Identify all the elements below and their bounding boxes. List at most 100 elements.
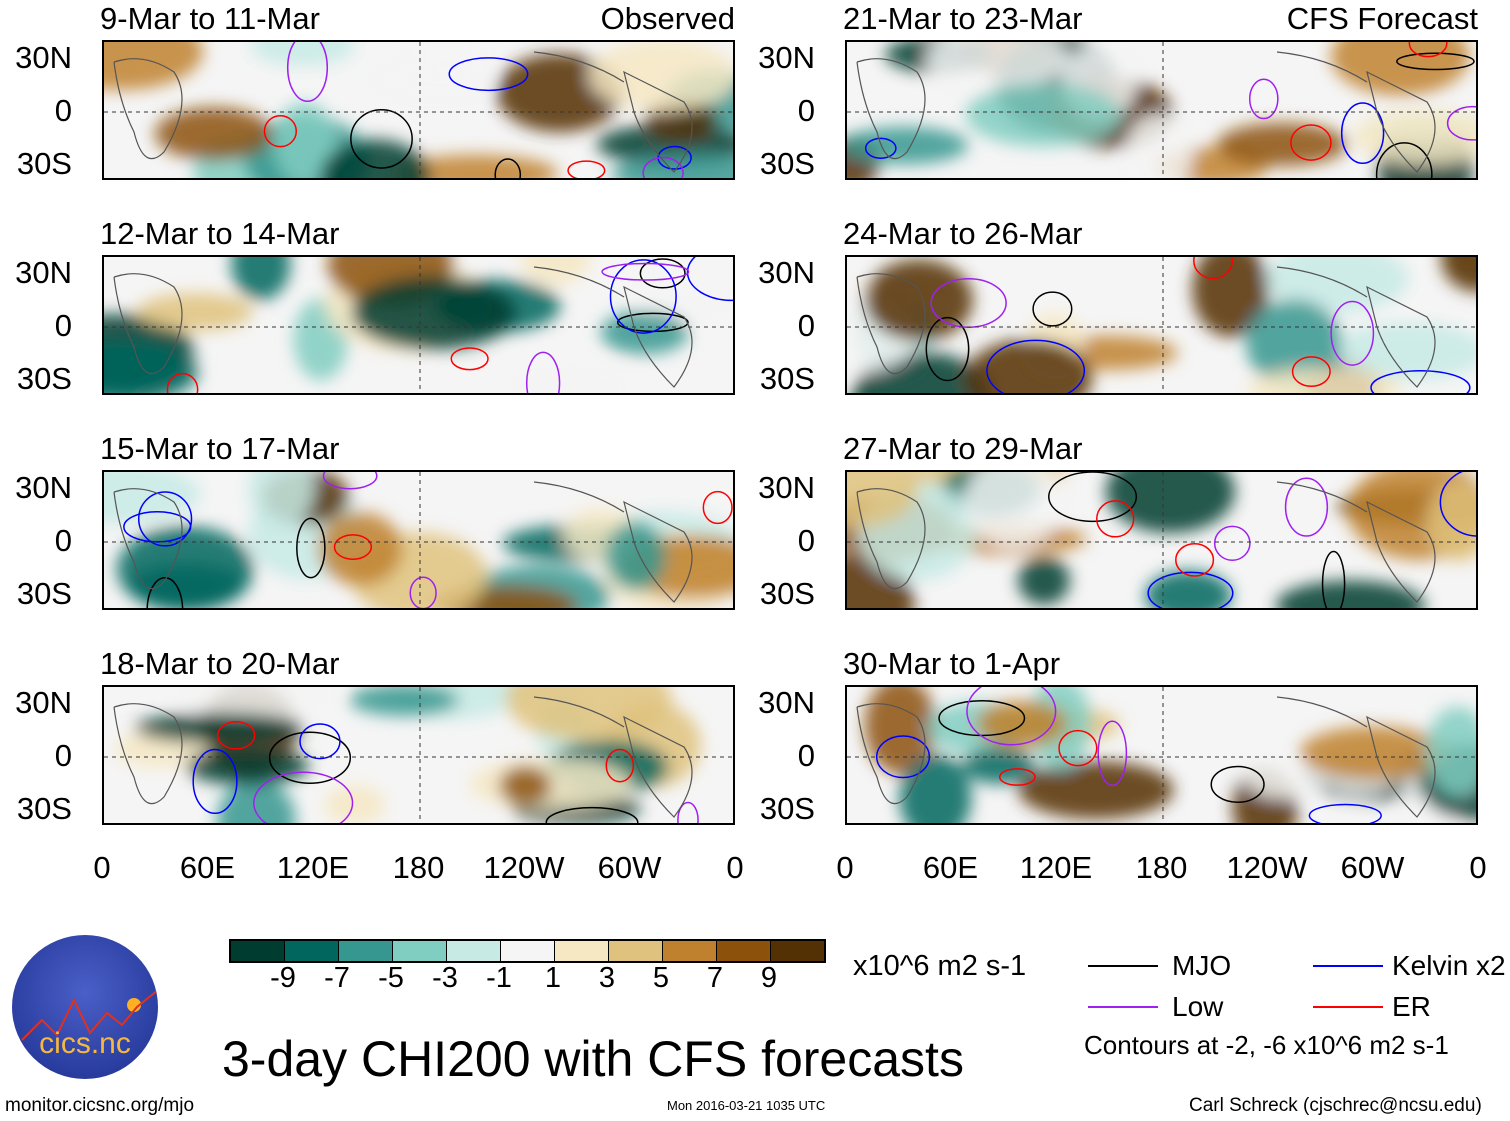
map-panel	[102, 255, 735, 395]
lat-label: 30N	[15, 255, 72, 290]
lat-label: 30S	[759, 791, 815, 826]
contour-line	[322, 472, 378, 490]
anomaly-blob	[499, 359, 639, 393]
coastline	[113, 481, 693, 603]
contour-line	[567, 160, 606, 178]
contour-line	[253, 771, 354, 823]
contour-line	[1439, 472, 1476, 537]
contour-line	[448, 57, 529, 92]
colorbar-tick-label: -5	[378, 962, 404, 994]
anomaly-blob	[273, 102, 336, 178]
contour-line	[605, 748, 635, 783]
contour-line	[137, 491, 193, 547]
logo-text: cics.nc	[39, 1027, 131, 1060]
lat-label: 0	[54, 738, 72, 773]
anomaly-blob	[847, 555, 915, 608]
colorbar-swatch	[231, 941, 285, 961]
contour-line	[864, 137, 897, 159]
contour-line	[998, 768, 1036, 786]
anomaly-blob	[412, 42, 485, 79]
anomaly-blob	[588, 42, 733, 112]
contour-line	[1370, 369, 1471, 393]
contour-line	[1210, 765, 1265, 804]
lat-label: 30N	[15, 40, 72, 75]
lat-label: 30S	[16, 791, 72, 826]
contour-line	[286, 42, 329, 103]
lat-label: 0	[54, 523, 72, 558]
lat-label: 30S	[759, 576, 815, 611]
contour-line	[1330, 300, 1375, 366]
anomaly-blob	[611, 154, 733, 178]
anomaly-blob	[1125, 113, 1193, 178]
map-panel	[102, 685, 735, 825]
coastline	[856, 696, 1436, 818]
lon-label: 60E	[179, 850, 236, 885]
lon-label: 0	[726, 850, 744, 885]
coastline	[113, 266, 693, 388]
contour-line	[1396, 52, 1475, 71]
lat-label: 30S	[759, 146, 815, 181]
map-panel	[102, 470, 735, 610]
lon-label: 60E	[922, 850, 979, 885]
lat-label: 30N	[758, 470, 815, 505]
mountain-icon	[21, 989, 158, 1041]
contour-line	[216, 721, 256, 750]
contour-line	[146, 577, 184, 608]
contour-line	[350, 108, 413, 169]
contour-line	[409, 576, 437, 608]
contour-line	[702, 490, 733, 525]
anomaly-blob	[250, 42, 355, 67]
column-label-forecast: CFS Forecast	[1286, 1, 1478, 36]
colorbar-units: x10^6 m2 s-1	[853, 950, 1027, 982]
colorbar-tick-label: 1	[544, 962, 562, 994]
anomaly-blob	[324, 785, 386, 823]
contour-line	[1321, 550, 1346, 608]
contour-line	[1048, 472, 1138, 523]
panel-title: 24-Mar to 26-Mar	[843, 216, 1083, 251]
coastline	[113, 51, 693, 173]
contour-line	[263, 114, 298, 148]
legend-line-mjo	[1088, 965, 1158, 967]
legend-label-kelvin: Kelvin x2	[1392, 950, 1506, 981]
coastline	[856, 51, 1436, 173]
figure-title: 3-day CHI200 with CFS forecasts	[222, 1031, 964, 1087]
contour-line	[1375, 142, 1433, 178]
contour-line	[677, 801, 699, 823]
colorbar-swatch	[501, 941, 555, 961]
lat-label: 30S	[16, 576, 72, 611]
contour-line	[966, 687, 1057, 746]
lat-label: 30S	[759, 361, 815, 396]
lat-label: 0	[797, 308, 815, 343]
contour-line	[494, 158, 522, 178]
lat-label: 30S	[16, 146, 72, 181]
lon-label: 0	[93, 850, 111, 885]
contour-line	[296, 517, 326, 579]
lat-label: 30N	[758, 255, 815, 290]
contour-line	[1290, 124, 1332, 161]
colorbar-tick-label: -7	[324, 962, 350, 994]
colorbar-tick-label: 3	[598, 962, 616, 994]
anomaly-blob	[318, 512, 403, 586]
anomaly-blob	[1440, 257, 1476, 293]
colorbar-tick-label: -9	[270, 962, 296, 994]
contour-line	[642, 156, 684, 178]
colorbar-swatch	[771, 941, 824, 961]
legend-line-kelvin	[1313, 965, 1383, 967]
lon-label: 0	[1469, 850, 1487, 885]
anomaly-blob	[847, 126, 969, 165]
cics-logo: cics.nc	[12, 935, 158, 1079]
colorbar-swatch	[663, 941, 717, 961]
lat-label: 0	[797, 93, 815, 128]
anomaly-blob	[104, 472, 201, 525]
anomaly-blob	[216, 779, 296, 823]
footer-url[interactable]: monitor.cicsnc.org/mjo	[5, 1095, 195, 1116]
lon-label: 120W	[1226, 850, 1308, 885]
footer-timestamp: Mon 2016-03-21 1035 UTC	[667, 1098, 826, 1113]
colorbar-swatch	[339, 941, 393, 961]
anomaly-blob	[864, 687, 936, 775]
colorbar-swatch	[717, 941, 771, 961]
contour-line	[1284, 477, 1329, 537]
panel-title: 9-Mar to 11-Mar	[100, 1, 320, 36]
contour-line	[450, 347, 489, 371]
anomaly-blob	[1018, 556, 1070, 605]
